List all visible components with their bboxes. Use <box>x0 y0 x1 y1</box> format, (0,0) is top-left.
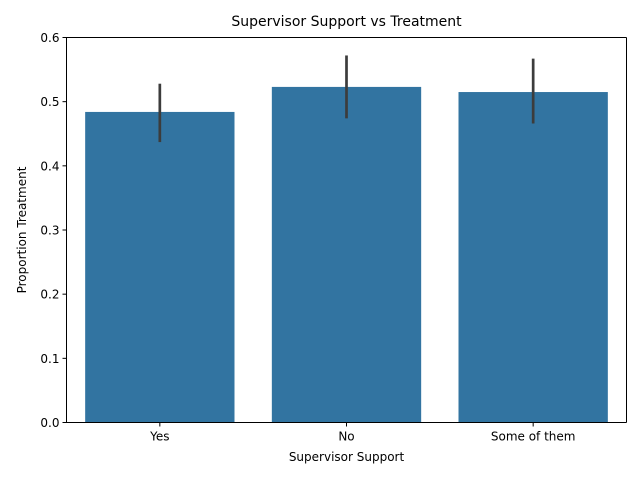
y-tick-label: 0.3 <box>40 224 59 238</box>
x-tick-label: Yes <box>149 430 169 444</box>
bar-some-of-them <box>458 92 608 423</box>
y-tick-label: 0.5 <box>40 95 59 109</box>
x-tick-label: No <box>338 430 354 444</box>
y-tick-label: 0.2 <box>40 288 59 302</box>
bar-yes <box>85 111 235 423</box>
x-axis: Yes No Some of them <box>66 37 627 444</box>
y-tick-label: 0.1 <box>40 352 59 366</box>
y-axis: 0.0 0.1 0.2 0.3 0.4 0.5 0.6 <box>40 31 627 430</box>
y-tick-label: 0.6 <box>40 31 59 45</box>
y-tick-label: 0.0 <box>40 416 59 430</box>
bar-no <box>271 86 422 423</box>
x-axis-label: Supervisor Support <box>289 450 405 464</box>
y-tick-label: 0.4 <box>40 159 59 173</box>
bars-layer <box>85 86 608 423</box>
y-axis-label: Proportion Treatment <box>15 166 29 293</box>
x-tick-label: Some of them <box>491 430 576 444</box>
chart-title: Supervisor Support vs Treatment <box>231 14 462 30</box>
error-bars-layer <box>158 55 535 143</box>
